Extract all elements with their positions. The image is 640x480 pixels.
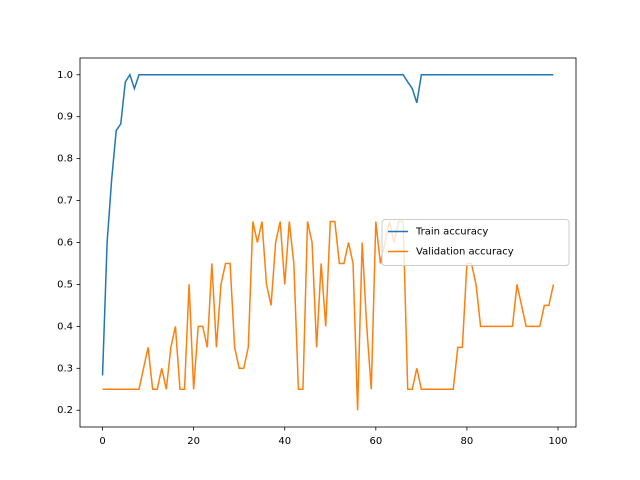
legend: Train accuracy Validation accuracy	[381, 219, 570, 266]
legend-label: Validation accuracy	[416, 247, 514, 258]
y-tick-label: 0.3	[57, 363, 73, 374]
x-tick-label: 40	[278, 436, 291, 447]
y-tick-label: 0.7	[57, 196, 73, 207]
y-tick-label: 0.9	[57, 112, 73, 123]
y-tick-label: 0.5	[57, 279, 73, 290]
x-tick-label: 20	[187, 436, 200, 447]
y-tick-label: 0.4	[57, 321, 73, 332]
legend-label: Train accuracy	[415, 227, 488, 238]
plot-frame	[79, 57, 577, 428]
x-tick-label: 0	[99, 436, 105, 447]
x-tick-label: 60	[369, 436, 382, 447]
y-tick-label: 1.0	[57, 70, 73, 81]
line-series	[101, 73, 554, 376]
x-tick-label: 100	[548, 436, 567, 447]
x-tick-label: 80	[461, 436, 474, 447]
line-series	[102, 220, 555, 411]
y-tick-label: 0.8	[57, 154, 73, 165]
y-tick-label: 0.2	[57, 405, 73, 416]
y-tick-label: 0.6	[57, 238, 73, 249]
legend-box	[381, 219, 570, 266]
